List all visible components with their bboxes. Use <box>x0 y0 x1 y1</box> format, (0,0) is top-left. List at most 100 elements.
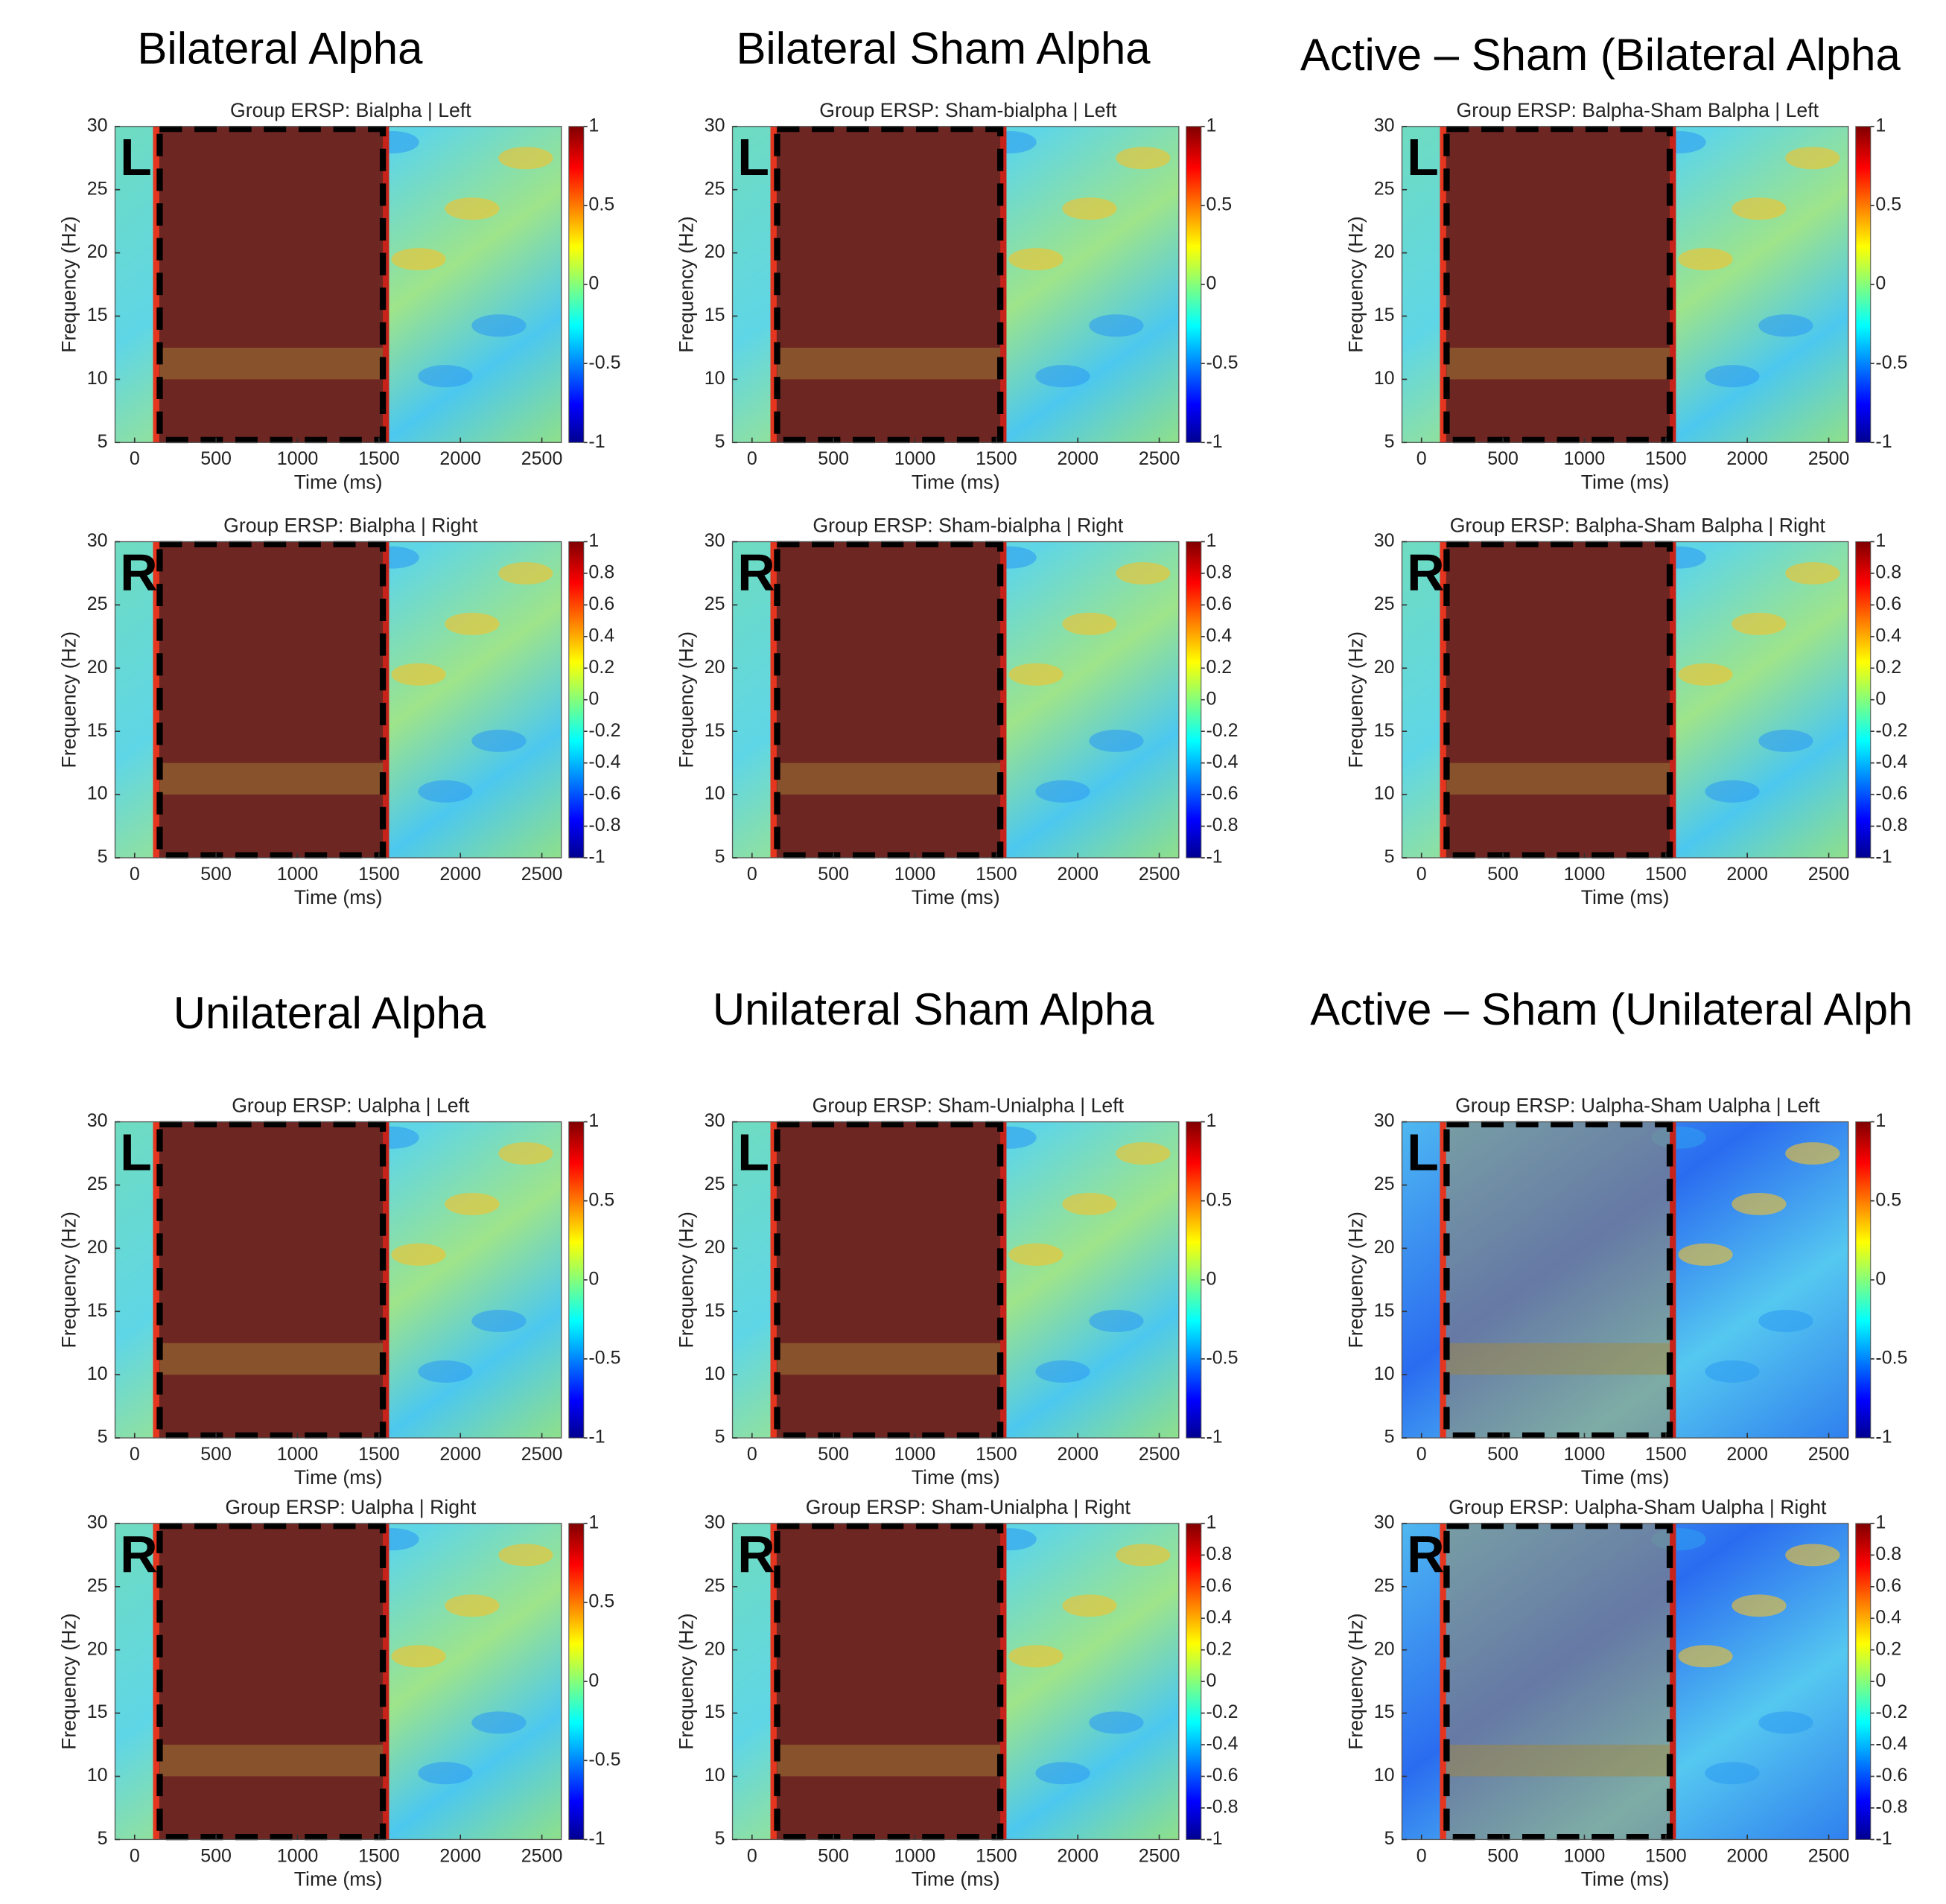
y-tick-label: 30 <box>705 1110 725 1131</box>
y-tick-label: 5 <box>715 431 725 452</box>
x-tick-label: 1000 <box>894 864 936 885</box>
y-tick-label: 25 <box>1374 178 1395 199</box>
heat-blob <box>1089 314 1143 337</box>
y-tick-label: 20 <box>87 241 108 262</box>
colorbar-tick-label: 1 <box>1875 115 1886 136</box>
panel-label: R <box>120 1525 157 1583</box>
panel-title: Group ERSP: Bialpha | Left <box>230 99 471 121</box>
colorbar-tick-label: 0.4 <box>588 625 614 646</box>
y-tick-label: 15 <box>705 720 725 741</box>
colorbar-tick-label: -1 <box>1206 431 1222 452</box>
heat-blob <box>1116 562 1170 585</box>
heat-blob <box>471 1310 526 1332</box>
colorbar <box>1186 541 1201 858</box>
colorbar-tick-label: -0.2 <box>1875 720 1907 741</box>
y-axis-label: Frequency (Hz) <box>675 1212 698 1348</box>
x-tick-label: 1500 <box>976 864 1017 885</box>
x-tick-label: 1500 <box>358 1444 400 1465</box>
y-tick-label: 30 <box>705 530 725 551</box>
colorbar-tick-label: -0.8 <box>1206 1797 1238 1818</box>
y-axis-label: Frequency (Hz) <box>58 631 80 768</box>
y-tick-label: 15 <box>87 305 108 325</box>
band <box>1446 348 1670 379</box>
x-tick-label: 500 <box>818 1845 849 1866</box>
x-tick-label: 1000 <box>277 448 319 469</box>
heat-blob <box>1678 1244 1732 1266</box>
stim-window <box>157 1523 387 1840</box>
y-tick-label: 10 <box>87 1363 108 1384</box>
band <box>159 763 383 795</box>
y-tick-label: 10 <box>705 1363 725 1384</box>
heat-blob <box>1678 663 1732 686</box>
heat-blob <box>1089 1711 1143 1733</box>
y-tick-label: 20 <box>87 1237 108 1258</box>
colorbar-tick-label: 0 <box>1206 1268 1216 1289</box>
colorbar-tick-label: -0.4 <box>588 751 620 772</box>
heat-blob <box>1116 147 1170 169</box>
x-tick-label: 1500 <box>358 864 400 885</box>
colorbar-tick-label: 0.6 <box>1206 593 1232 614</box>
heat-blob <box>418 780 472 803</box>
colorbar <box>1186 1523 1201 1840</box>
y-tick-label: 25 <box>87 178 108 199</box>
stim-window <box>157 541 387 858</box>
colorbar-tick-label: -0.5 <box>588 1348 620 1369</box>
x-axis-label: Time (ms) <box>294 886 383 908</box>
colorbar-tick-label: -0.8 <box>588 815 620 835</box>
panel-title: Group ERSP: Ualpha-Sham Ualpha | Left <box>1455 1095 1820 1117</box>
y-axis-label: Frequency (Hz) <box>58 1212 80 1348</box>
colorbar-tick-label: -0.6 <box>1875 783 1907 804</box>
y-tick-label: 25 <box>1374 1174 1395 1194</box>
x-tick-label: 1500 <box>976 1845 1017 1866</box>
x-tick-label: 1000 <box>277 1845 319 1866</box>
panel-label: R <box>1407 1525 1444 1583</box>
colorbar-tick-label: -0.4 <box>1875 751 1907 772</box>
x-tick-label: 1500 <box>976 448 1017 469</box>
y-axis-label: Frequency (Hz) <box>1345 1613 1367 1749</box>
y-tick-label: 15 <box>1374 720 1395 741</box>
panel-title: Group ERSP: Sham-Unialpha | Left <box>813 1095 1125 1117</box>
y-tick-label: 20 <box>705 1638 725 1659</box>
y-tick-label: 25 <box>705 178 725 199</box>
colorbar-tick-label: -1 <box>1206 847 1222 867</box>
x-tick-label: 500 <box>1487 448 1519 469</box>
colorbar-tick-label: 0 <box>1875 1670 1886 1691</box>
colorbar-tick-label: 0.2 <box>588 657 614 678</box>
colorbar-tick-label: 1 <box>1206 115 1216 136</box>
heat-blob <box>1008 1244 1063 1266</box>
heat-blob <box>471 730 526 752</box>
x-axis-label: Time (ms) <box>294 1466 383 1489</box>
colorbar-tick-label: 0 <box>588 1670 599 1691</box>
y-tick-label: 20 <box>1374 657 1395 678</box>
colorbar-tick-label: -1 <box>1875 431 1892 452</box>
panel-label: L <box>1407 128 1439 186</box>
y-tick-label: 10 <box>87 1765 108 1786</box>
colorbar-tick-label: -0.5 <box>588 352 620 373</box>
colorbar-tick-label: 0.6 <box>588 593 614 614</box>
colorbar-tick-label: -0.6 <box>1206 1765 1238 1786</box>
colorbar-tick-label: -0.5 <box>1206 352 1238 373</box>
y-tick-label: 30 <box>1374 530 1395 551</box>
heat-blob <box>1008 248 1063 270</box>
x-tick-label: 1000 <box>277 864 319 885</box>
y-tick-label: 5 <box>715 1427 725 1448</box>
colorbar-tick-label: -0.2 <box>1206 1701 1238 1722</box>
colorbar-tick-label: 0 <box>1875 273 1886 294</box>
stim-window <box>1444 127 1674 443</box>
panel-label: L <box>120 1124 152 1182</box>
colorbar-tick-label: -0.2 <box>1206 720 1238 741</box>
heat-blob <box>1116 1142 1170 1165</box>
x-tick-label: 0 <box>1416 864 1427 885</box>
x-tick-label: 1000 <box>1564 864 1606 885</box>
x-tick-label: 500 <box>818 448 849 469</box>
panel-title: Group ERSP: Sham-Unialpha | Right <box>806 1496 1131 1518</box>
y-tick-label: 30 <box>87 1512 108 1533</box>
y-tick-label: 30 <box>87 1110 108 1131</box>
colorbar <box>1856 127 1871 443</box>
y-axis-label: Frequency (Hz) <box>58 1613 80 1749</box>
colorbar-tick-label: 0.5 <box>1206 194 1232 215</box>
x-tick-label: 0 <box>747 1444 757 1465</box>
colorbar <box>1186 1122 1201 1439</box>
x-tick-label: 500 <box>818 864 849 885</box>
panel-title: Group ERSP: Sham-bialpha | Right <box>813 515 1123 537</box>
